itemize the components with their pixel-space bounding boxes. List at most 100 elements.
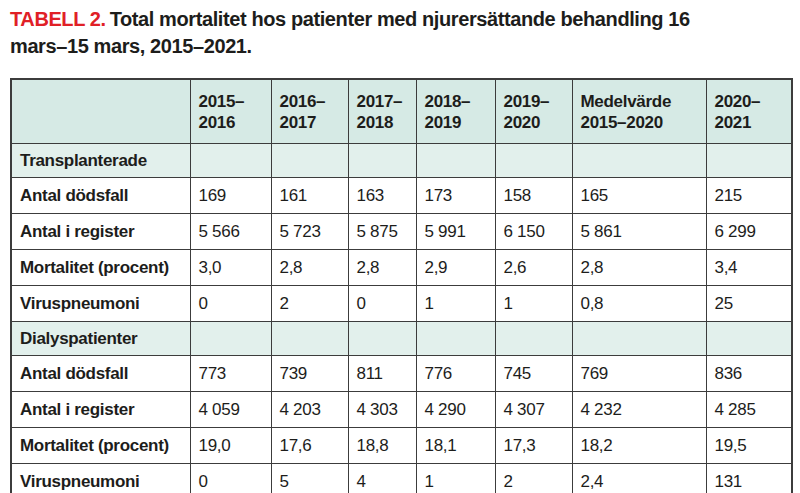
table-number-label: TABELL 2. <box>10 8 106 30</box>
cell-value: 811 <box>348 356 416 392</box>
cell-value: 776 <box>416 356 495 392</box>
section-empty-cell <box>271 144 348 178</box>
table-row: Mortalitet (procent)19,017,618,818,117,3… <box>11 428 792 464</box>
section-empty-cell <box>416 144 495 178</box>
cell-value: 18,1 <box>416 428 495 464</box>
cell-value: 19,0 <box>190 428 271 464</box>
cell-value: 2,8 <box>572 250 706 286</box>
row-label: Viruspneumoni <box>11 286 190 322</box>
table-row: Mortalitet (procent)3,02,82,82,92,62,83,… <box>11 250 792 286</box>
cell-value: 3,4 <box>706 250 792 286</box>
cell-value: 4 303 <box>348 392 416 428</box>
cell-value: 19,5 <box>706 428 792 464</box>
section-empty-cell <box>416 322 495 356</box>
cell-value: 163 <box>348 178 416 214</box>
section-empty-cell <box>706 322 792 356</box>
cell-value: 4 059 <box>190 392 271 428</box>
table-row: Viruspneumoni054122,4131 <box>11 464 792 493</box>
header-row: 2015– 20162016– 20172017– 20182018– 2019… <box>11 79 792 144</box>
cell-value: 1 <box>495 286 572 322</box>
cell-value: 0,8 <box>572 286 706 322</box>
row-label: Antal i register <box>11 392 190 428</box>
cell-value: 0 <box>348 286 416 322</box>
column-header: 2016– 2017 <box>271 79 348 144</box>
cell-value: 18,2 <box>572 428 706 464</box>
cell-value: 6 150 <box>495 214 572 250</box>
row-label: Antal i register <box>11 214 190 250</box>
cell-value: 25 <box>706 286 792 322</box>
cell-value: 1 <box>416 464 495 493</box>
cell-value: 769 <box>572 356 706 392</box>
row-label: Mortalitet (procent) <box>11 428 190 464</box>
table-row: Antal i register4 0594 2034 3034 2904 30… <box>11 392 792 428</box>
cell-value: 773 <box>190 356 271 392</box>
cell-value: 836 <box>706 356 792 392</box>
section-row: Dialyspatienter <box>11 322 792 356</box>
cell-value: 165 <box>572 178 706 214</box>
cell-value: 2 <box>495 464 572 493</box>
cell-value: 739 <box>271 356 348 392</box>
cell-value: 2,8 <box>271 250 348 286</box>
cell-value: 173 <box>416 178 495 214</box>
table-row: Antal dödsfall169161163173158165215 <box>11 178 792 214</box>
section-empty-cell <box>706 144 792 178</box>
cell-value: 169 <box>190 178 271 214</box>
cell-value: 745 <box>495 356 572 392</box>
cell-value: 6 299 <box>706 214 792 250</box>
cell-value: 4 285 <box>706 392 792 428</box>
row-label: Antal dödsfall <box>11 356 190 392</box>
cell-value: 5 861 <box>572 214 706 250</box>
table-title: TABELL 2.Total mortalitet hos patienter … <box>10 6 792 60</box>
section-empty-cell <box>271 322 348 356</box>
section-empty-cell <box>495 144 572 178</box>
column-header: 2015– 2016 <box>190 79 271 144</box>
table-row: Antal dödsfall773739811776745769836 <box>11 356 792 392</box>
section-label: Transplanterade <box>11 144 190 178</box>
cell-value: 2,6 <box>495 250 572 286</box>
cell-value: 215 <box>706 178 792 214</box>
cell-value: 0 <box>190 286 271 322</box>
cell-value: 1 <box>416 286 495 322</box>
section-label: Dialyspatienter <box>11 322 190 356</box>
table-title-line1: Total mortalitet hos patienter med njure… <box>110 8 690 30</box>
column-header: 2019– 2020 <box>495 79 572 144</box>
table-title-line2: mars–15 mars, 2015–2021. <box>10 35 252 57</box>
cell-value: 17,3 <box>495 428 572 464</box>
cell-value: 131 <box>706 464 792 493</box>
table-header: 2015– 20162016– 20172017– 20182018– 2019… <box>11 79 792 144</box>
cell-value: 161 <box>271 178 348 214</box>
column-header: 2017– 2018 <box>348 79 416 144</box>
cell-value: 4 203 <box>271 392 348 428</box>
table-figure: TABELL 2.Total mortalitet hos patienter … <box>0 0 800 493</box>
cell-value: 0 <box>190 464 271 493</box>
row-label: Viruspneumoni <box>11 464 190 493</box>
cell-value: 5 991 <box>416 214 495 250</box>
column-header: Medelvärde 2015–2020 <box>572 79 706 144</box>
cell-value: 17,6 <box>271 428 348 464</box>
cell-value: 2,8 <box>348 250 416 286</box>
table-row: Antal i register5 5665 7235 8755 9916 15… <box>11 214 792 250</box>
section-empty-cell <box>348 322 416 356</box>
corner-header-cell <box>11 79 190 144</box>
row-label: Mortalitet (procent) <box>11 250 190 286</box>
cell-value: 4 232 <box>572 392 706 428</box>
section-empty-cell <box>190 322 271 356</box>
mortality-table: 2015– 20162016– 20172017– 20182018– 2019… <box>10 78 793 493</box>
section-empty-cell <box>190 144 271 178</box>
section-empty-cell <box>572 322 706 356</box>
cell-value: 158 <box>495 178 572 214</box>
cell-value: 4 307 <box>495 392 572 428</box>
section-row: Transplanterade <box>11 144 792 178</box>
cell-value: 5 <box>271 464 348 493</box>
cell-value: 2 <box>271 286 348 322</box>
column-header: 2018– 2019 <box>416 79 495 144</box>
table-row: Viruspneumoni020110,825 <box>11 286 792 322</box>
cell-value: 18,8 <box>348 428 416 464</box>
row-label: Antal dödsfall <box>11 178 190 214</box>
section-empty-cell <box>495 322 572 356</box>
cell-value: 4 290 <box>416 392 495 428</box>
section-empty-cell <box>348 144 416 178</box>
column-header: 2020– 2021 <box>706 79 792 144</box>
section-empty-cell <box>572 144 706 178</box>
cell-value: 5 566 <box>190 214 271 250</box>
